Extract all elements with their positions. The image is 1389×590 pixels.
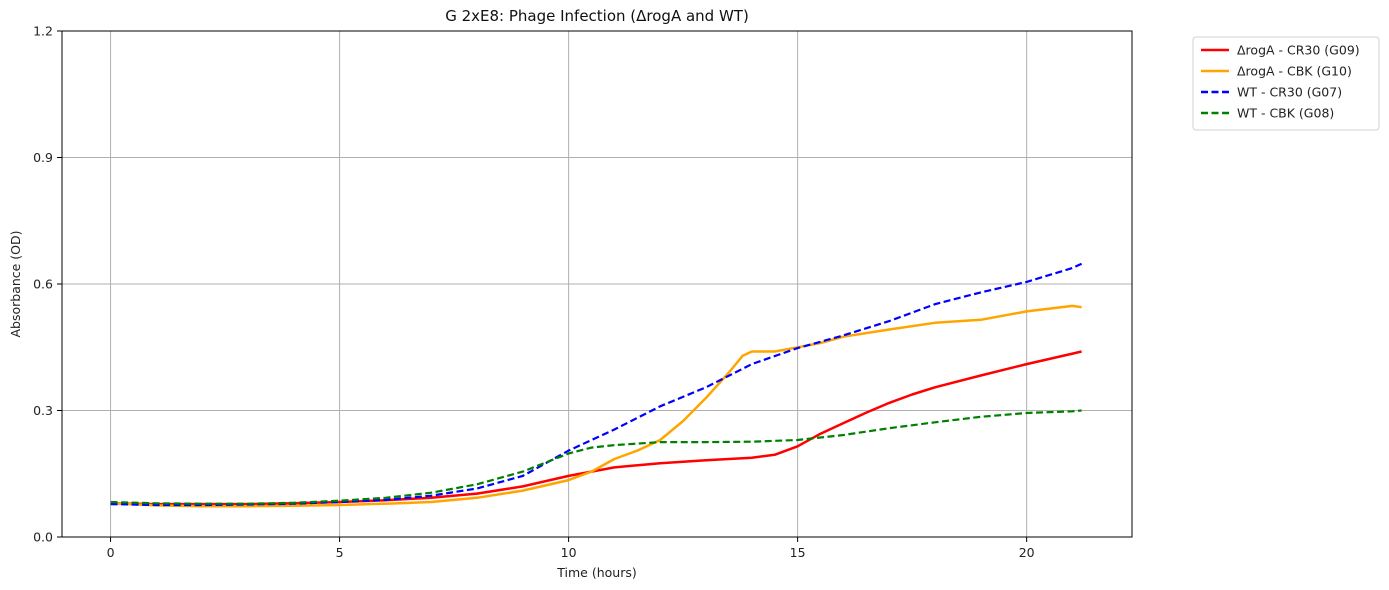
legend-box: [1192, 36, 1380, 131]
legend: ΔrogA - CR30 (G09) ΔrogA - CBK (G10) WT - …: [1192, 36, 1380, 131]
grid-layer: [62, 30, 1132, 538]
chart-title: G 2xE8: Phage Infection (ΔrogA and WT): [445, 7, 749, 25]
x-tick-label: 20: [1019, 545, 1035, 560]
legend-label: WT - CR30 (G07): [1237, 85, 1342, 100]
y-tick-label: 0.6: [33, 277, 53, 292]
y-tick-label: 1.2: [33, 24, 53, 39]
y-tick-label: 0.3: [33, 403, 53, 418]
series-line-3: [110, 262, 1083, 507]
series-line-1: [110, 350, 1082, 506]
series-layer: [110, 262, 1083, 508]
legend-label: ΔrogA - CBK (G10): [1237, 64, 1352, 79]
legend-label: ΔrogA - CR30 (G09): [1237, 43, 1360, 58]
x-tick-label: 0: [107, 545, 115, 560]
x-axis-label: Time (hours): [556, 565, 636, 580]
series-line-4: [110, 409, 1082, 505]
y-tick-label: 0.9: [33, 150, 53, 165]
legend-label: WT - CBK (G08): [1237, 106, 1334, 121]
x-tick-label: 5: [336, 545, 344, 560]
x-tick-label: 15: [790, 545, 806, 560]
x-tick-label: 10: [561, 545, 577, 560]
series-line-2: [110, 304, 1082, 508]
y-tick-label: 0.0: [33, 530, 53, 545]
y-axis-label: Absorbance (OD): [8, 230, 23, 337]
tick-layer: 0 5 10 15 20 0.0 0.3 0.6 0.9 1.2: [33, 24, 1035, 561]
